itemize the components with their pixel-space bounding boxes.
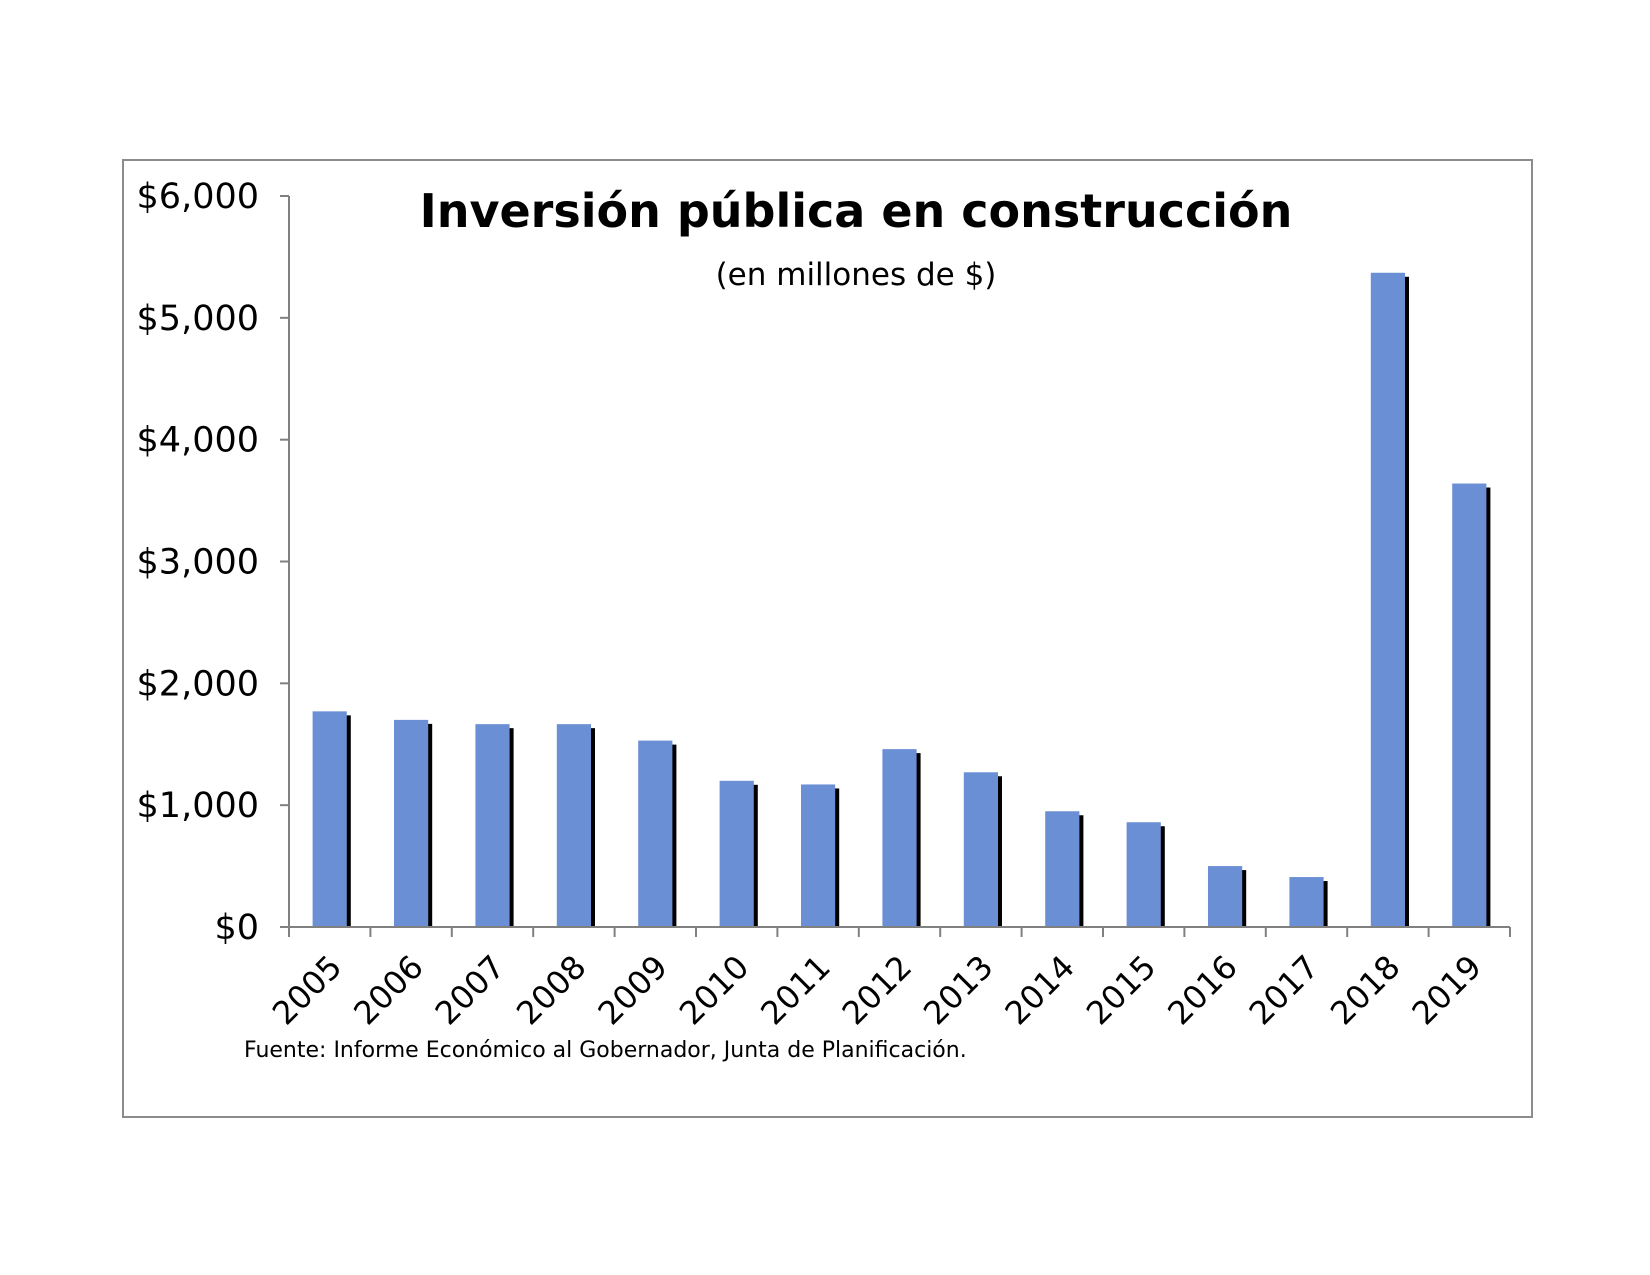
bar-2005 — [312, 711, 347, 927]
y-tick-label: $2,000 — [137, 664, 259, 704]
bar-2015 — [1126, 822, 1161, 927]
bar-2011 — [801, 784, 836, 927]
bars-group — [312, 272, 1491, 927]
source-note: Fuente: Informe Económico al Gobernador,… — [244, 1038, 967, 1063]
x-tick-label: 2019 — [1405, 948, 1489, 1032]
bar-2013 — [963, 772, 998, 927]
y-tick-label: $5,000 — [137, 299, 259, 339]
x-tick-label: 2009 — [591, 948, 675, 1032]
y-axis: $0 $1,000 $2,000 $3,000 $4,000 $5,000 $6,000 — [137, 177, 290, 948]
chart-frame: Inversión pública en construcción (en mi… — [122, 159, 1533, 1118]
bar-2017 — [1289, 877, 1324, 927]
x-tick-label: 2005 — [265, 948, 349, 1032]
y-tick-label: $6,000 — [137, 177, 259, 217]
bar-2014 — [1045, 811, 1080, 927]
y-tick-label: $4,000 — [137, 421, 259, 461]
chart-title: Inversión pública en construcción — [420, 184, 1293, 238]
bar-2018 — [1370, 272, 1405, 927]
x-axis: 2005200620072008200920102011201220132014… — [265, 926, 1511, 1032]
x-tick-label: 2015 — [1079, 948, 1163, 1032]
bar-2019 — [1452, 483, 1487, 927]
bar-2016 — [1208, 866, 1243, 927]
bar-2006 — [394, 719, 429, 927]
x-tick-label: 2018 — [1323, 948, 1407, 1032]
bar-2008 — [556, 724, 591, 927]
bar-2012 — [882, 749, 917, 927]
y-tick-label: $0 — [214, 908, 259, 948]
bar-2009 — [638, 740, 673, 927]
bar-chart: Inversión pública en construcción (en mi… — [137, 177, 1511, 1063]
chart-subtitle: (en millones de $) — [716, 257, 997, 293]
x-tick-label: 2006 — [346, 948, 430, 1032]
x-tick-label: 2013 — [916, 948, 1000, 1032]
x-tick-label: 2008 — [509, 948, 593, 1032]
x-tick-label: 2011 — [753, 948, 837, 1032]
x-tick-label: 2010 — [672, 948, 756, 1032]
x-tick-label: 2007 — [428, 948, 512, 1032]
bar-2007 — [475, 724, 510, 927]
x-tick-label: 2014 — [998, 948, 1082, 1032]
y-tick-label: $1,000 — [137, 786, 259, 826]
x-tick-label: 2016 — [1160, 948, 1244, 1032]
bar-2010 — [719, 780, 754, 927]
x-tick-label: 2012 — [835, 948, 919, 1032]
x-tick-label: 2017 — [1242, 948, 1326, 1032]
y-tick-label: $3,000 — [137, 543, 259, 583]
